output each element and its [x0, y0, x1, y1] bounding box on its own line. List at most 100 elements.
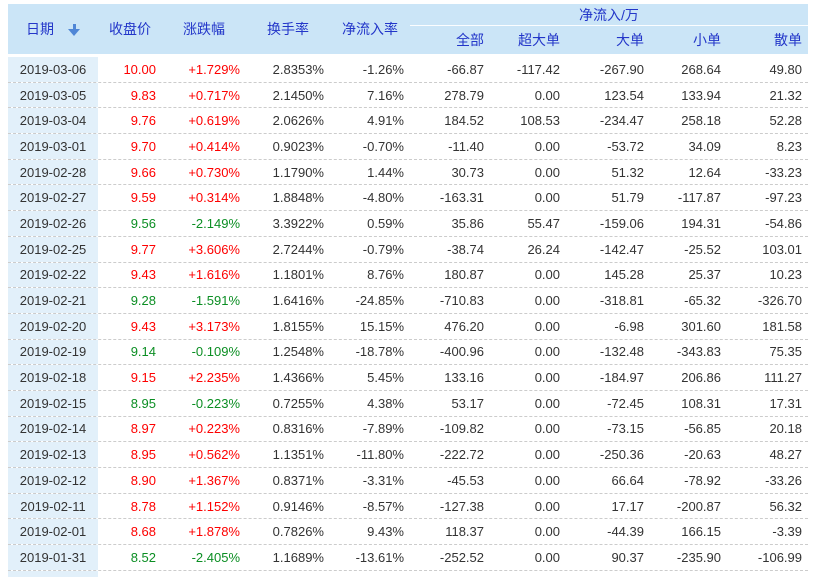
column-header-large: 大单	[616, 32, 644, 48]
cell-net-inflow-super-large: 0.00	[534, 447, 560, 463]
cell-net-inflow-super-large: 0.00	[534, 267, 560, 283]
cell-change-percent: +1.152%	[188, 498, 240, 514]
cell-change-percent: +0.562%	[188, 447, 240, 463]
cell-turnover-rate: 0.7826%	[272, 524, 324, 540]
cell-net-inflow-rate: 5.45%	[367, 370, 404, 386]
cell-net-inflow-super-large: 0.00	[534, 395, 560, 411]
cell-close-price: 9.28	[130, 293, 156, 309]
cell-change-percent: -0.223%	[191, 395, 240, 411]
cell-change-percent: +0.619%	[188, 113, 240, 129]
cell-close-price: 8.95	[130, 447, 156, 463]
cell-net-inflow-large: -267.90	[599, 61, 644, 77]
cell-net-inflow-super-large: 0.00	[534, 472, 560, 488]
cell-close-price: 9.76	[130, 113, 156, 129]
cell-net-inflow-small: -200.87	[676, 498, 721, 514]
cell-close-price: 9.56	[130, 215, 156, 231]
column-header-scatter: 散单	[774, 32, 802, 48]
cell-turnover-rate: 1.4366%	[272, 370, 324, 386]
cell-net-inflow-rate: -18.78%	[355, 344, 404, 360]
cell-net-inflow-super-large: 0.00	[534, 87, 560, 103]
cell-net-inflow-all: 35.86	[451, 215, 484, 231]
cell-net-inflow-super-large: 0.00	[534, 138, 560, 154]
column-group-net-inflow: 净流入/万 全部 超大单 大单 小单 散单	[410, 4, 808, 54]
cell-date: 2019-02-15	[8, 390, 98, 416]
cell-change-percent: +2.235%	[188, 370, 240, 386]
cell-net-inflow-rate: -0.79%	[362, 241, 404, 257]
cell-close-price: 9.66	[130, 164, 156, 180]
cell-net-inflow-small: 108.31	[681, 395, 721, 411]
column-header-turnover: 换手率	[267, 21, 309, 37]
cell-change-percent: -2.405%	[191, 549, 240, 565]
cell-change-percent: +1.367%	[188, 472, 240, 488]
cell-date: 2019-02-14	[8, 416, 98, 442]
cell-net-inflow-large: -132.48	[599, 344, 644, 360]
cell-net-inflow-rate: -4.80%	[362, 190, 404, 206]
cell-net-inflow-scatter: 17.31	[769, 395, 802, 411]
cell-net-inflow-rate: 9.43%	[367, 524, 404, 540]
table-row: 2019-02-14 8.97 +0.223% 0.8316% -7.89% -…	[8, 416, 808, 443]
cell-turnover-rate: 0.8316%	[272, 421, 324, 437]
cell-net-inflow-all: 30.73	[451, 164, 484, 180]
table-header: 日期 收盘价 涨跌幅 换手率 净流入率 净流入/万 全部 超大单 大单 小单 散…	[8, 4, 808, 54]
cell-net-inflow-small	[650, 571, 727, 577]
cell-net-inflow-super-large: 0.00	[534, 524, 560, 540]
cell-net-inflow-scatter: -326.70	[757, 293, 802, 309]
cell-date	[8, 570, 98, 577]
cell-date: 2019-01-31	[8, 545, 98, 570]
sort-desc-icon[interactable]	[68, 23, 80, 36]
cell-date: 2019-02-25	[8, 236, 98, 262]
cell-date: 2019-02-26	[8, 211, 98, 236]
table-row: 2019-02-25 9.77 +3.606% 2.7244% -0.79% -…	[8, 236, 808, 263]
cell-date: 2019-02-21	[8, 288, 98, 313]
cell-date: 2019-02-28	[8, 159, 98, 185]
cell-turnover-rate: 0.8371%	[272, 472, 324, 488]
cell-net-inflow-scatter: 8.23	[776, 138, 802, 154]
cell-close-price: 9.70	[130, 138, 156, 154]
column-header-date[interactable]: 日期	[8, 4, 98, 54]
table-row: 2019-02-01 8.68 +1.878% 0.7826% 9.43% 11…	[8, 519, 808, 546]
table-row: 2019-02-18 9.15 +2.235% 1.4366% 5.45% 13…	[8, 365, 808, 391]
cell-net-inflow-large: -250.36	[599, 447, 644, 463]
cell-net-inflow-rate: 15.15%	[359, 318, 404, 334]
cell-net-inflow-large: 17.17	[611, 498, 644, 514]
cell-net-inflow-super-large: 0.00	[534, 421, 560, 437]
cell-turnover-rate: 2.1450%	[272, 87, 324, 103]
cell-close-price	[98, 571, 162, 577]
cell-net-inflow-rate: -3.31%	[362, 472, 404, 488]
cell-net-inflow-super-large: 0.00	[534, 293, 560, 309]
cell-net-inflow-small: 12.64	[688, 164, 721, 180]
cell-net-inflow-scatter: 49.80	[769, 61, 802, 77]
cell-change-percent	[162, 571, 246, 577]
cell-net-inflow-large: -44.39	[607, 524, 644, 540]
cell-net-inflow-all: -222.72	[439, 447, 484, 463]
cell-turnover-rate: 1.8155%	[272, 318, 324, 334]
cell-close-price: 9.43	[130, 318, 156, 334]
cell-date: 2019-03-05	[8, 82, 98, 108]
cell-net-inflow-all: -11.40	[448, 138, 484, 154]
cell-net-inflow-all: -45.53	[447, 472, 484, 488]
cell-net-inflow-large: -72.45	[607, 395, 644, 411]
cell-net-inflow-super-large: 0.00	[534, 344, 560, 360]
cell-net-inflow-large: 90.37	[611, 549, 644, 565]
table-row: 2019-03-06 10.00 +1.729% 2.8353% -1.26% …	[8, 57, 808, 83]
table-row: 2019-02-19 9.14 -0.109% 1.2548% -18.78% …	[8, 339, 808, 366]
net-inflow-group-label: 净流入/万	[410, 4, 808, 26]
cell-net-inflow-rate: 8.76%	[367, 267, 404, 283]
cell-date: 2019-02-11	[8, 493, 98, 519]
cell-turnover-rate: 2.7244%	[272, 241, 324, 257]
cell-net-inflow-super-large: 108.53	[520, 113, 560, 129]
cell-net-inflow-small: 258.18	[681, 113, 721, 129]
table-row: 2019-02-15 8.95 -0.223% 0.7255% 4.38% 53…	[8, 390, 808, 417]
cell-net-inflow-small: -56.85	[684, 421, 721, 437]
cell-net-inflow-all: 118.37	[445, 524, 484, 540]
cell-net-inflow-scatter: 20.18	[769, 421, 802, 437]
cell-turnover-rate: 1.2548%	[272, 344, 324, 360]
cell-change-percent: +0.223%	[188, 421, 240, 437]
cell-turnover-rate: 0.9146%	[272, 498, 324, 514]
cell-net-inflow-all: 476.20	[444, 318, 484, 334]
cell-net-inflow-scatter: -33.26	[765, 472, 802, 488]
column-header-close: 收盘价	[109, 21, 151, 37]
cell-change-percent: +1.616%	[188, 267, 240, 283]
table-row: 2019-02-21 9.28 -1.591% 1.6416% -24.85% …	[8, 288, 808, 314]
